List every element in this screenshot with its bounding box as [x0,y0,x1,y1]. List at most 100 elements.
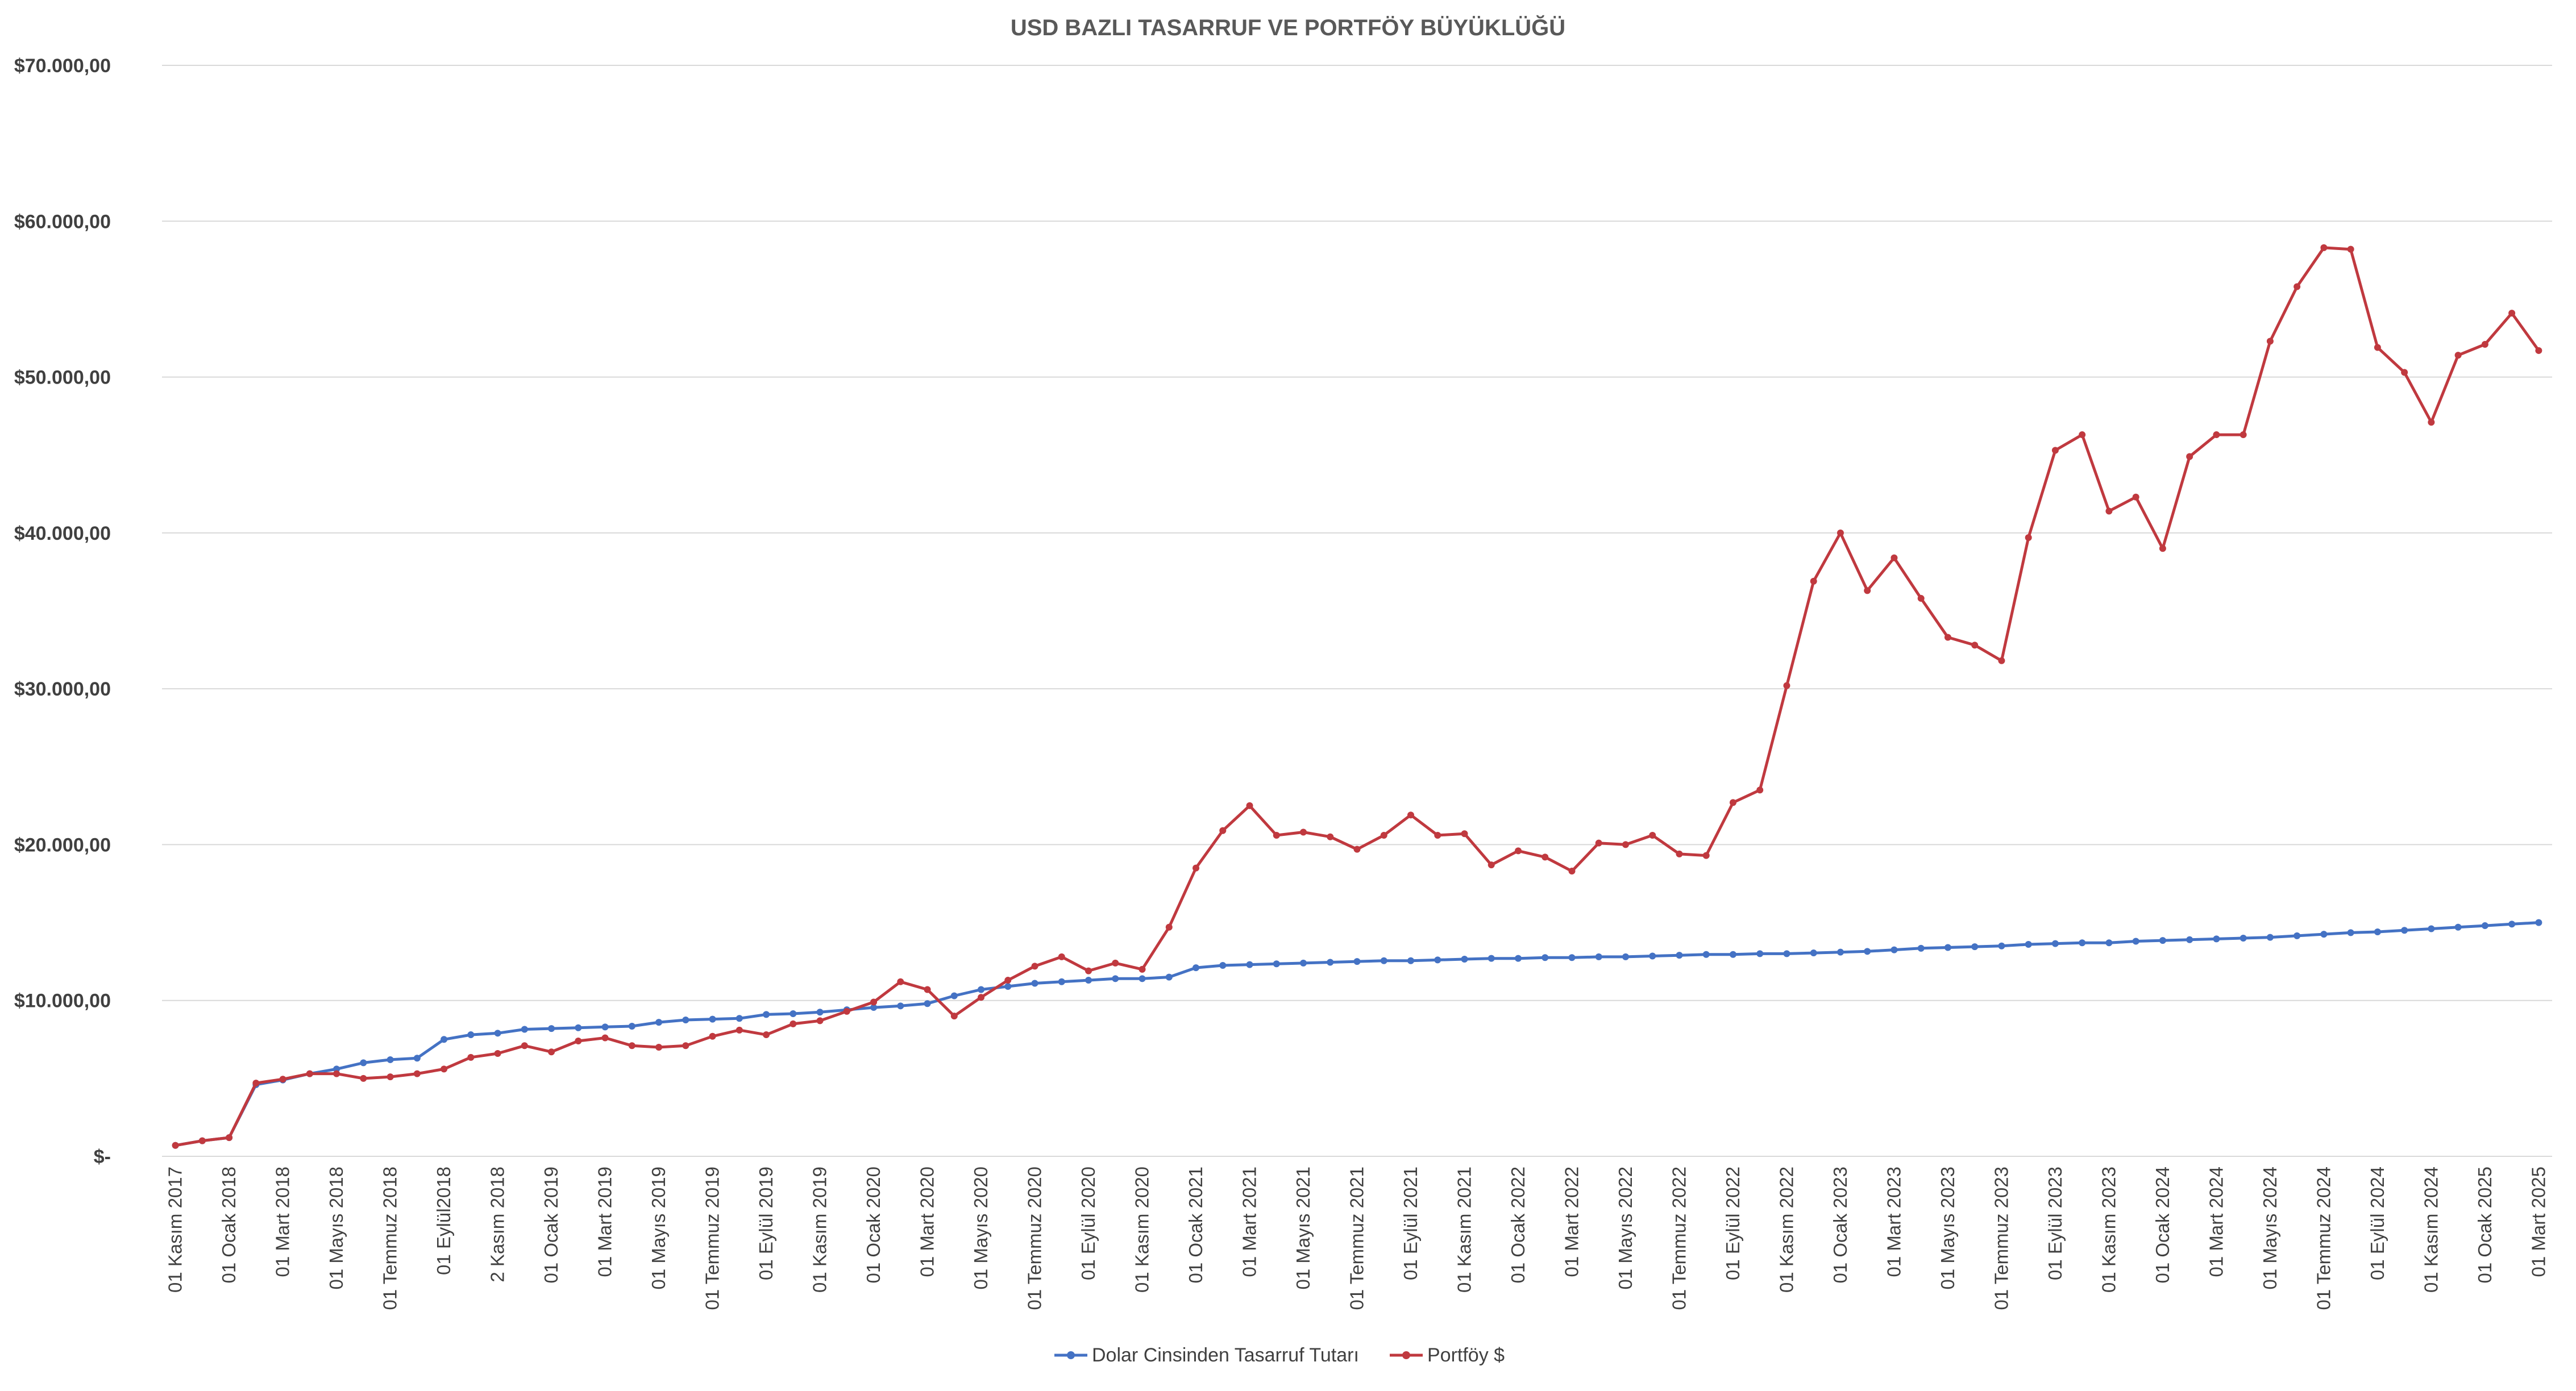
data-point [2428,419,2435,426]
data-point [1193,864,1200,872]
data-point [1300,959,1307,967]
data-point [333,1070,340,1077]
data-point [548,1048,555,1056]
x-tick-label: 01 Kasım 2024 [2420,1167,2441,1293]
data-point [1031,980,1038,987]
y-tick-label: $40.000,00 [14,523,111,544]
data-point [1058,978,1065,985]
chart-title: USD BAZLI TASARRUF VE PORTFÖY BÜYÜKLÜĞÜ [1011,14,1565,40]
data-point [870,1004,878,1011]
x-tick-label: 01 Kasım 2021 [1453,1167,1474,1293]
data-point [1729,951,1736,958]
data-point [521,1042,528,1050]
data-point [816,1017,824,1024]
legend-item-2: Portföy $ [1390,1344,1505,1366]
data-point [790,1020,797,1027]
data-point [1702,852,1710,859]
x-tick-label: 01 Temmuz 2021 [1347,1167,1368,1310]
data-point [1488,955,1495,962]
data-point [2347,245,2354,253]
data-point [1327,959,1334,966]
data-point [2025,940,2032,948]
data-point [1165,973,1173,981]
series-line [174,921,2540,1147]
x-tick-label: 01 Ocak 2022 [1507,1167,1528,1283]
data-point [1514,847,1522,855]
y-tick-label: $70.000,00 [14,55,111,77]
data-point [1783,950,1790,957]
data-point [2240,431,2247,439]
legend-item-1: Dolar Cinsinden Tasarruf Tutarı [1054,1344,1359,1366]
y-axis-tick-labels: $- $10.000,00 $20.000,00 $30.000,00 $40.000,… [14,55,111,1168]
data-point [2186,453,2193,460]
data-point [816,1009,824,1016]
series-line [174,246,2540,1147]
data-point [1353,846,1361,853]
x-tick-label: 01 Temmuz 2019 [702,1167,723,1310]
data-point [360,1059,367,1067]
x-tick-label: 01 Ocak 2018 [218,1167,239,1283]
data-point [2374,928,2381,936]
data-point [172,1142,179,1149]
x-tick-label: 01 Mayıs 2020 [970,1167,991,1289]
x-tick-label: 01 Temmuz 2023 [1991,1167,2012,1310]
data-point [709,1032,716,1040]
data-point [1568,954,1576,961]
x-tick-label: 01 Temmuz 2018 [380,1167,401,1310]
data-point [763,1031,770,1039]
x-tick-label: 01 Ocak 2024 [2152,1167,2173,1283]
x-tick-label: 01 Mayıs 2019 [648,1167,669,1289]
data-point [1649,831,1656,839]
series-2 [172,244,2542,1149]
data-point [1273,960,1280,968]
data-point [1622,953,1629,960]
legend-marker [1067,1351,1075,1359]
x-tick-label: 01 Ocak 2021 [1185,1167,1206,1283]
data-point [1837,948,1844,956]
data-point [2454,352,2462,359]
data-point [2132,493,2139,501]
data-point [1380,957,1387,964]
x-tick-label: 01 Ocak 2025 [2474,1167,2495,1283]
data-point [1514,955,1522,962]
y-tick-label: $30.000,00 [14,678,111,700]
data-point [575,1024,582,1031]
data-point [1864,587,1871,594]
legend-marker [1402,1351,1410,1359]
data-point [1193,964,1200,972]
data-point [1756,786,1764,794]
data-point [2105,507,2113,515]
x-tick-label: 01 Ocak 2020 [863,1167,884,1283]
data-point [1407,811,1414,819]
x-tick-label: 01 Temmuz 2024 [2313,1167,2334,1310]
data-point [2132,938,2139,945]
data-point [441,1065,448,1073]
data-point [682,1017,689,1023]
data-point [843,1007,850,1015]
x-tick-label: 01 Eylül 2021 [1400,1167,1421,1280]
data-point [655,1044,663,1051]
x-tick-label: 2 Kasım 2018 [487,1167,508,1282]
data-point [2508,310,2516,317]
data-point [1891,554,1898,561]
x-tick-label: 01 Eylül 2022 [1722,1167,1743,1280]
data-point [1353,958,1361,965]
x-tick-label: 01 Mart 2023 [1883,1167,1904,1277]
data-point [1112,959,1119,967]
series-lines [172,244,2542,1149]
data-point [924,1000,931,1007]
data-point [387,1056,394,1063]
data-point [1300,828,1307,836]
data-point [2266,934,2274,941]
data-point [2079,939,2086,947]
data-point [736,1026,743,1034]
data-point [736,1015,743,1022]
data-point [1461,830,1468,838]
data-point [1165,923,1173,931]
x-tick-label: 01 Kasım 2022 [1776,1167,1797,1293]
data-point [1837,529,1844,536]
data-point [682,1042,689,1050]
data-point [601,1023,609,1031]
